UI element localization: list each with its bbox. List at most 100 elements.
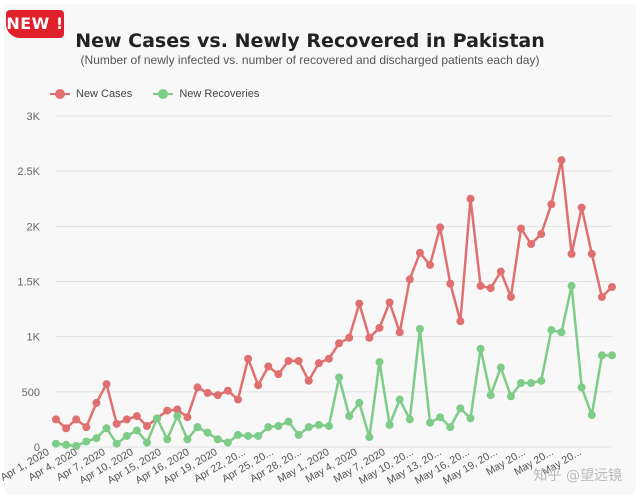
data-point-new-recoveries [506, 392, 515, 401]
data-point-new-cases [446, 279, 455, 288]
data-point-new-recoveries [173, 412, 182, 421]
data-point-new-cases [365, 333, 374, 342]
data-point-new-recoveries [405, 415, 414, 424]
data-point-new-cases [223, 386, 232, 395]
data-point-new-recoveries [82, 437, 91, 446]
data-point-new-recoveries [608, 351, 616, 360]
data-point-new-cases [436, 223, 445, 232]
data-point-new-cases [52, 415, 60, 424]
data-point-new-recoveries [244, 431, 253, 440]
data-point-new-recoveries [72, 441, 81, 450]
legend-label-new-recoveries: New Recoveries [179, 88, 260, 100]
y-tick-label: 3K [27, 111, 41, 123]
data-point-new-recoveries [466, 414, 475, 423]
data-point-new-cases [254, 381, 263, 390]
data-point-new-recoveries [355, 398, 364, 407]
data-point-new-cases [517, 224, 526, 233]
chart-title: New Cases vs. Newly Recovered in Pakista… [75, 30, 545, 52]
data-point-new-recoveries [577, 383, 586, 392]
data-point-new-recoveries [527, 379, 536, 388]
data-point-new-recoveries [264, 423, 273, 432]
data-point-new-recoveries [395, 395, 404, 404]
data-point-new-cases [375, 323, 384, 332]
data-point-new-recoveries [335, 373, 344, 382]
data-point-new-cases [355, 299, 364, 308]
data-point-new-recoveries [203, 428, 212, 437]
data-point-new-cases [203, 388, 212, 397]
data-point-new-cases [537, 230, 546, 239]
data-point-new-cases [314, 359, 323, 368]
y-tick-label: 0 [34, 442, 40, 454]
data-point-new-recoveries [476, 344, 485, 353]
data-point-new-cases [102, 380, 111, 389]
data-point-new-recoveries [213, 435, 222, 444]
data-point-new-recoveries [223, 438, 232, 447]
data-point-new-cases [426, 260, 435, 269]
data-point-new-cases [415, 248, 424, 257]
data-point-new-cases [264, 362, 273, 371]
data-point-new-cases [284, 356, 293, 365]
data-point-new-cases [132, 412, 141, 421]
data-point-new-cases [233, 395, 242, 404]
data-point-new-recoveries [436, 413, 445, 422]
data-point-new-recoveries [233, 430, 242, 439]
data-point-new-cases [274, 370, 283, 379]
data-point-new-cases [62, 424, 71, 433]
legend-item-new-recoveries[interactable]: New Recoveries [153, 88, 259, 100]
chart-subtitle: (Number of newly infected vs. number of … [80, 53, 540, 67]
data-point-new-recoveries [486, 391, 495, 400]
data-point-new-cases [597, 292, 606, 301]
data-point-new-cases [456, 317, 465, 326]
data-point-new-cases [213, 391, 222, 400]
data-point-new-cases [304, 376, 313, 385]
y-tick-label: 2.5K [17, 166, 40, 178]
data-point-new-cases [506, 292, 515, 301]
data-point-new-recoveries [52, 439, 60, 448]
data-point-new-recoveries [345, 412, 354, 421]
data-point-new-recoveries [547, 326, 556, 335]
data-point-new-cases [577, 203, 586, 212]
legend-swatch-new-cases [50, 88, 70, 100]
data-point-new-recoveries [304, 423, 313, 432]
data-point-new-cases [244, 354, 253, 363]
data-point-new-cases [173, 405, 182, 414]
data-point-new-recoveries [415, 324, 424, 333]
data-point-new-cases [385, 298, 394, 307]
data-point-new-cases [547, 200, 556, 209]
chart-card [4, 4, 636, 495]
data-point-new-cases [335, 339, 344, 348]
data-point-new-cases [567, 249, 576, 258]
data-point-new-recoveries [284, 417, 293, 426]
data-point-new-cases [395, 328, 404, 337]
legend-label-new-cases: New Cases [76, 88, 133, 100]
chart-legend: New Cases New Recoveries [50, 88, 277, 103]
legend-item-new-cases[interactable]: New Cases [50, 88, 132, 100]
data-point-new-recoveries [597, 351, 606, 360]
data-point-new-recoveries [122, 431, 131, 440]
data-point-new-cases [72, 415, 81, 424]
data-point-new-recoveries [153, 414, 162, 423]
data-point-new-cases [345, 333, 354, 342]
data-point-new-recoveries [102, 424, 111, 433]
data-point-new-cases [92, 398, 101, 407]
data-point-new-cases [587, 249, 596, 258]
y-tick-label: 500 [22, 387, 40, 399]
data-point-new-recoveries [537, 376, 546, 385]
data-point-new-recoveries [496, 363, 505, 372]
data-point-new-recoveries [142, 438, 151, 447]
watermark: 知乎 @望远镜 [533, 468, 622, 484]
data-point-new-recoveries [456, 404, 465, 413]
legend-swatch-new-recoveries [153, 88, 174, 100]
data-point-new-cases [466, 194, 475, 203]
data-point-new-cases [557, 156, 566, 165]
data-point-new-recoveries [163, 435, 172, 444]
data-point-new-cases [324, 354, 333, 363]
data-point-new-recoveries [92, 434, 101, 443]
data-point-new-recoveries [426, 418, 435, 427]
data-point-new-cases [496, 267, 505, 276]
data-point-new-recoveries [274, 422, 283, 431]
data-point-new-cases [142, 422, 151, 431]
data-point-new-recoveries [132, 426, 141, 435]
y-tick-label: 1.5K [17, 277, 40, 289]
